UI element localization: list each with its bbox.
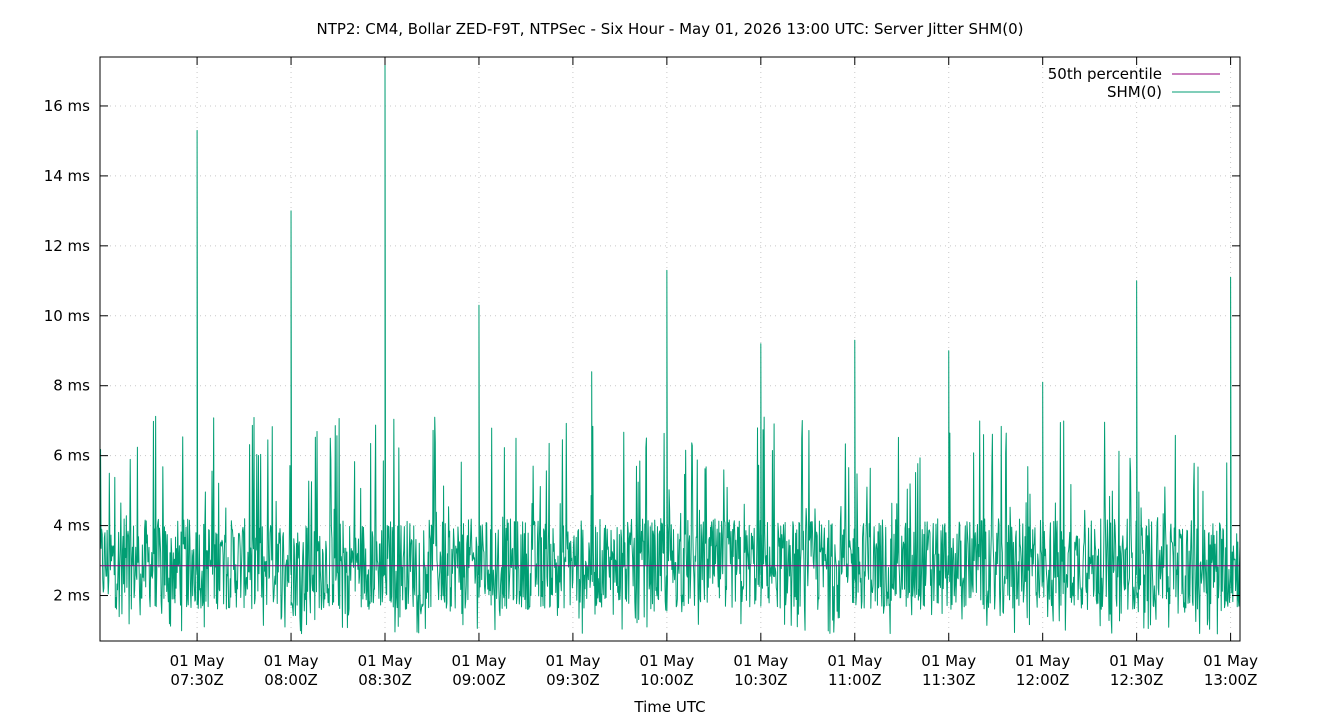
series-area: [99, 56, 1241, 635]
x-tick-label-time: 11:30Z: [922, 671, 976, 689]
x-tick-label-time: 08:30Z: [358, 671, 412, 689]
y-tick-label: 6 ms: [53, 447, 90, 465]
x-tick-label-time: 09:00Z: [452, 671, 506, 689]
x-tick-label-date: 01 May: [1109, 652, 1164, 670]
y-tick-label: 10 ms: [44, 307, 90, 325]
x-tick-label-date: 01 May: [921, 652, 976, 670]
series-line-shm0: [99, 56, 1241, 635]
x-tick-label-date: 01 May: [170, 652, 225, 670]
x-tick-label-date: 01 May: [827, 652, 882, 670]
x-tick-label-time: 12:00Z: [1016, 671, 1070, 689]
x-tick-label-time: 10:00Z: [640, 671, 694, 689]
x-tick-label-date: 01 May: [1203, 652, 1258, 670]
plot-frame: [99, 56, 1241, 642]
axis-ticks: 2 ms 4 ms 6 ms 8 ms 10 ms 12 ms 14 ms 16 ms 01 M…: [44, 57, 1258, 689]
x-tick-label-date: 01 May: [358, 652, 413, 670]
x-axis-label: Time UTC: [633, 698, 705, 716]
y-tick-label: 8 ms: [53, 377, 90, 395]
x-tick-label-time: 13:00Z: [1204, 671, 1258, 689]
y-tick-label: 2 ms: [53, 587, 90, 605]
x-tick-label-date: 01 May: [545, 652, 600, 670]
x-tick-label-date: 01 May: [264, 652, 319, 670]
x-tick-label-date: 01 May: [639, 652, 694, 670]
x-tick-label-time: 08:00Z: [264, 671, 318, 689]
chart-title: NTP2: CM4, Bollar ZED-F9T, NTPSec - Six …: [317, 20, 1024, 38]
x-tick-label-time: 10:30Z: [734, 671, 788, 689]
x-tick-label-date: 01 May: [452, 652, 507, 670]
y-tick-label: 12 ms: [44, 237, 90, 255]
y-tick-label: 16 ms: [44, 97, 90, 115]
y-tick-label: 14 ms: [44, 167, 90, 185]
legend-label: 50th percentile: [1048, 65, 1162, 83]
legend-label: SHM(0): [1107, 83, 1162, 101]
x-tick-label-time: 09:30Z: [546, 671, 600, 689]
x-tick-label-time: 12:30Z: [1110, 671, 1164, 689]
x-tick-label-date: 01 May: [1015, 652, 1070, 670]
x-tick-label-time: 11:00Z: [828, 671, 882, 689]
x-tick-label-date: 01 May: [733, 652, 788, 670]
y-tick-label: 4 ms: [53, 517, 90, 535]
x-tick-label-time: 07:30Z: [170, 671, 224, 689]
